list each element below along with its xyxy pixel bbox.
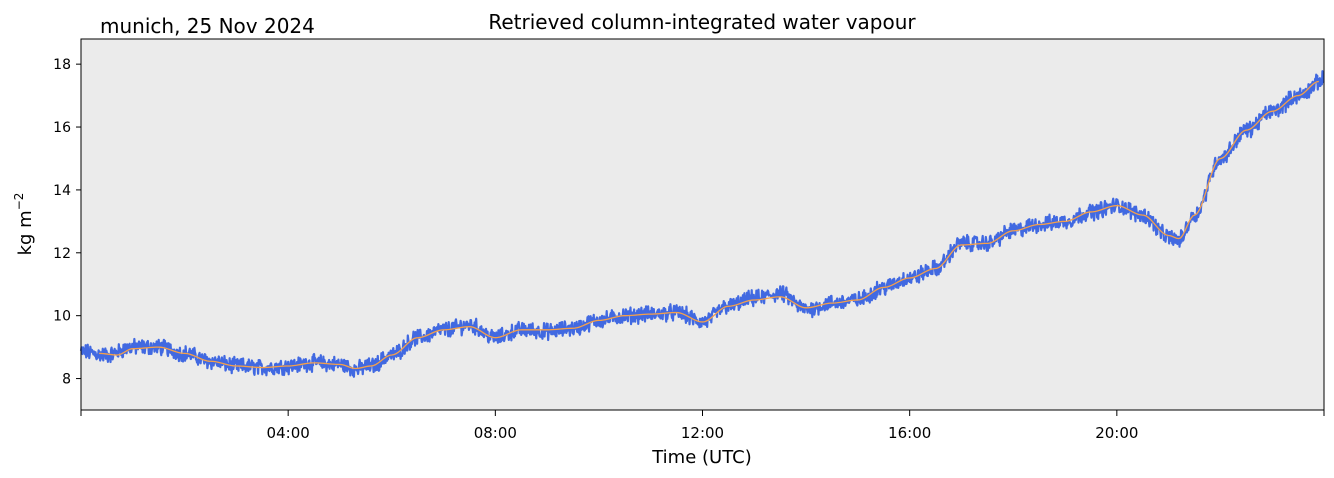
x-tick-label: 12:00 — [681, 424, 724, 442]
smoothed-series — [99, 80, 1319, 370]
y-axis-title-main: kg m — [15, 210, 36, 255]
y-tick-label: 18 — [53, 57, 71, 73]
y-tick-label: 8 — [62, 372, 71, 388]
x-tick-label: 04:00 — [267, 424, 310, 442]
y-axis-title: kg m−2 — [12, 193, 36, 256]
y-axis-title-exponent: −2 — [12, 193, 26, 211]
plot-area — [80, 38, 1325, 411]
raw-series — [79, 70, 1325, 378]
chart-title: Retrieved column-integrated water vapour — [488, 10, 916, 34]
raw-series-line — [79, 70, 1325, 378]
x-tick-label: 20:00 — [1095, 424, 1138, 442]
y-tick-label: 10 — [53, 309, 71, 325]
x-axis: 04:00 08:00 12:00 16:00 20:00 — [80, 410, 1325, 442]
x-tick-label: 16:00 — [888, 424, 931, 442]
y-tick-label: 16 — [53, 120, 71, 136]
y-tick-label: 14 — [53, 183, 71, 199]
x-tick-label: 08:00 — [474, 424, 517, 442]
y-tick-label: 12 — [53, 246, 71, 262]
x-axis-title: Time (UTC) — [651, 447, 752, 468]
y-axis: 8 10 12 14 16 18 — [53, 57, 81, 388]
chart-subtitle: munich, 25 Nov 2024 — [100, 14, 315, 38]
smoothed-series-line — [99, 80, 1319, 370]
